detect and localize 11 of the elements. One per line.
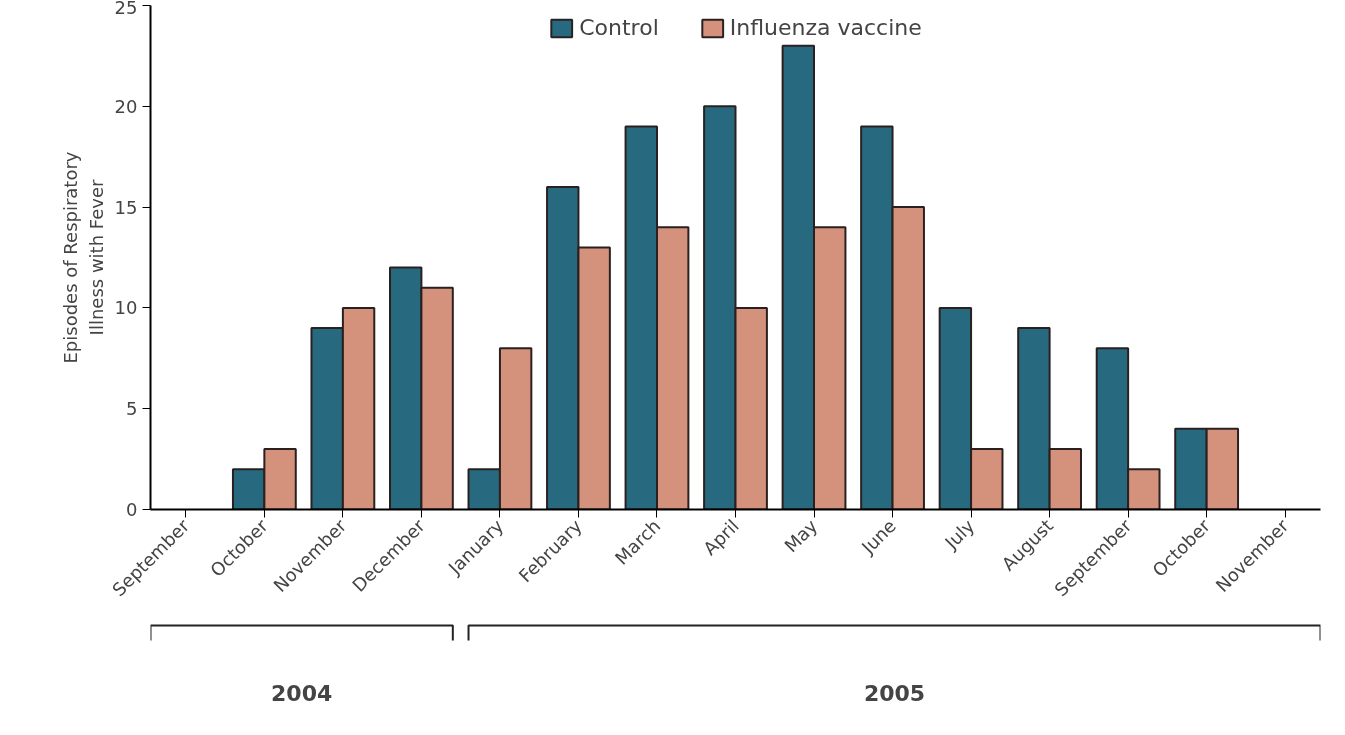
y-tick-label: 0	[126, 499, 138, 520]
y-tick-label: 25	[114, 0, 138, 18]
y-tick-label: 10	[114, 297, 138, 319]
y-tick-label: 5	[126, 398, 138, 420]
text: 2004	[271, 680, 333, 706]
legend-label: Influenza vaccine	[729, 15, 922, 40]
legend-label: Control	[579, 15, 659, 40]
y-tick-label: 15	[114, 196, 138, 218]
y-tick-label: 20	[114, 95, 138, 117]
y-axis-title: Episodes of Respiratory Illness with Fever	[60, 151, 107, 364]
text: 2005	[863, 680, 926, 706]
